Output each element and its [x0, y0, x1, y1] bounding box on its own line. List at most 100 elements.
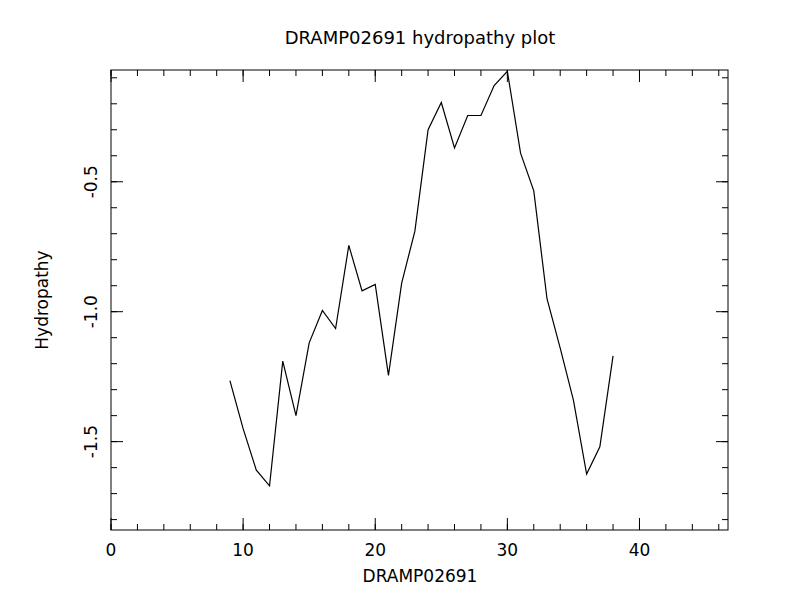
- x-minor-tick: [639, 70, 640, 76]
- x-minor-tick: [216, 70, 217, 76]
- y-minor-tick: [111, 519, 117, 520]
- x-minor-tick: [507, 524, 508, 530]
- y-minor-tick: [722, 337, 728, 338]
- x-minor-tick: [243, 70, 244, 76]
- y-tick-label: -1.0: [81, 295, 101, 328]
- y-minor-tick: [111, 493, 117, 494]
- x-minor-tick: [348, 70, 349, 76]
- frame: [111, 70, 728, 530]
- x-minor-tick: [163, 70, 164, 76]
- x-minor-tick: [216, 524, 217, 530]
- x-minor-tick: [111, 524, 112, 530]
- x-minor-tick: [111, 70, 112, 76]
- y-minor-tick: [111, 337, 117, 338]
- x-minor-tick: [639, 524, 640, 530]
- x-minor-tick: [718, 70, 719, 76]
- y-minor-tick: [111, 415, 117, 416]
- y-minor-tick: [111, 77, 117, 78]
- x-minor-tick: [480, 70, 481, 76]
- x-minor-tick: [613, 524, 614, 530]
- x-tick: [375, 518, 376, 530]
- y-minor-tick: [111, 363, 117, 364]
- x-tick-label: 0: [106, 540, 117, 560]
- y-minor-tick: [111, 389, 117, 390]
- x-minor-tick: [348, 524, 349, 530]
- y-minor-tick: [722, 311, 728, 312]
- x-minor-tick: [454, 70, 455, 76]
- y-minor-tick: [111, 259, 117, 260]
- y-minor-tick: [722, 259, 728, 260]
- y-minor-tick: [722, 389, 728, 390]
- y-tick: [111, 441, 123, 442]
- y-minor-tick: [111, 181, 117, 182]
- y-minor-tick: [722, 493, 728, 494]
- y-minor-tick: [111, 207, 117, 208]
- y-minor-tick: [722, 155, 728, 156]
- y-axis-label: Hydropathy: [32, 250, 52, 349]
- y-minor-tick: [111, 233, 117, 234]
- y-minor-tick: [722, 285, 728, 286]
- hydropathy-line: [230, 71, 613, 486]
- x-minor-tick: [190, 524, 191, 530]
- x-tick: [243, 70, 244, 82]
- x-tick: [639, 518, 640, 530]
- x-minor-tick: [243, 524, 244, 530]
- x-minor-tick: [533, 524, 534, 530]
- x-minor-tick: [560, 524, 561, 530]
- background: [0, 0, 800, 600]
- y-minor-tick: [722, 129, 728, 130]
- y-minor-tick: [722, 77, 728, 78]
- x-minor-tick: [480, 524, 481, 530]
- y-tick: [111, 311, 123, 312]
- y-tick: [716, 311, 728, 312]
- y-minor-tick: [111, 129, 117, 130]
- y-minor-tick: [722, 519, 728, 520]
- x-minor-tick: [375, 70, 376, 76]
- x-minor-tick: [454, 524, 455, 530]
- y-tick-label: -0.5: [81, 165, 101, 198]
- y-minor-tick: [111, 467, 117, 468]
- y-minor-tick: [111, 441, 117, 442]
- chart: 010203040-0.5-1.0-1.5DRAMP02691 hydropat…: [0, 0, 800, 600]
- y-minor-tick: [111, 285, 117, 286]
- x-tick-label: 30: [497, 540, 519, 560]
- x-minor-tick: [428, 70, 429, 76]
- x-minor-tick: [137, 70, 138, 76]
- y-minor-tick: [722, 103, 728, 104]
- x-minor-tick: [613, 70, 614, 76]
- x-minor-tick: [269, 70, 270, 76]
- y-minor-tick: [111, 103, 117, 104]
- y-minor-tick: [722, 181, 728, 182]
- y-minor-tick: [111, 311, 117, 312]
- x-minor-tick: [560, 70, 561, 76]
- y-minor-tick: [722, 363, 728, 364]
- x-tick-label: 40: [629, 540, 651, 560]
- x-minor-tick: [586, 524, 587, 530]
- x-minor-tick: [295, 524, 296, 530]
- x-minor-tick: [375, 524, 376, 530]
- x-minor-tick: [533, 70, 534, 76]
- x-tick: [243, 518, 244, 530]
- x-minor-tick: [401, 70, 402, 76]
- x-tick-label: 10: [232, 540, 254, 560]
- y-tick-label: -1.5: [81, 425, 101, 458]
- x-minor-tick: [692, 524, 693, 530]
- y-minor-tick: [111, 155, 117, 156]
- y-minor-tick: [722, 415, 728, 416]
- x-minor-tick: [295, 70, 296, 76]
- x-minor-tick: [692, 70, 693, 76]
- y-tick: [716, 181, 728, 182]
- y-minor-tick: [722, 233, 728, 234]
- x-minor-tick: [665, 524, 666, 530]
- x-minor-tick: [322, 524, 323, 530]
- x-tick: [507, 518, 508, 530]
- x-minor-tick: [586, 70, 587, 76]
- x-minor-tick: [322, 70, 323, 76]
- x-minor-tick: [718, 524, 719, 530]
- x-minor-tick: [401, 524, 402, 530]
- y-tick: [716, 441, 728, 442]
- x-axis-label: DRAMP02691: [363, 566, 478, 586]
- x-minor-tick: [163, 524, 164, 530]
- y-tick: [111, 181, 123, 182]
- x-tick: [111, 70, 112, 82]
